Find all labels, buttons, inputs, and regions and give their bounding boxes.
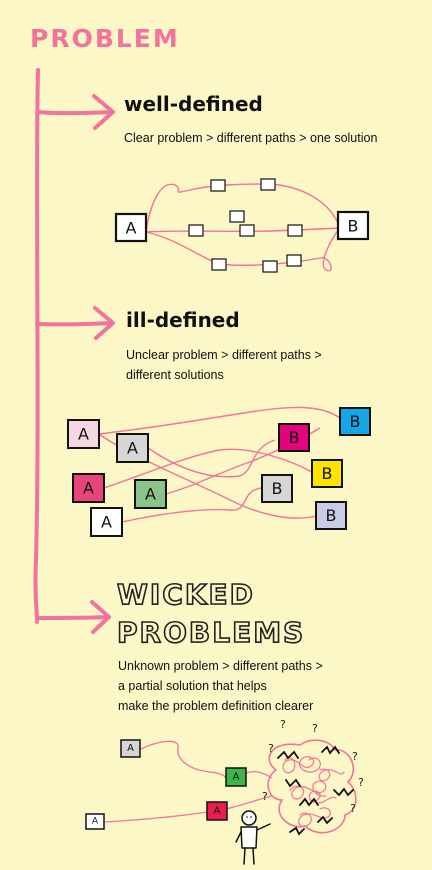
node-a-pink: A <box>72 473 105 503</box>
branch-arrows <box>33 68 115 634</box>
figure-leg <box>243 847 246 865</box>
question-mark: ? <box>352 750 358 763</box>
node-label: B <box>348 217 359 236</box>
question-marks: ? ? ? ? ? ? ? <box>262 718 364 815</box>
description-line: Unknown problem > different paths > <box>118 659 323 673</box>
wicked-node-a-gray: A <box>120 739 141 758</box>
node-label: B <box>322 464 333 483</box>
wicked-node-a-red: A <box>206 801 228 821</box>
section-title-well-defined: well-defined <box>124 92 263 116</box>
node-label: B <box>350 412 361 431</box>
node-label: A <box>92 817 99 827</box>
well-defined-diagram: A B <box>114 178 370 273</box>
stick-figure <box>235 810 271 865</box>
wicked-title-line: WICKED <box>116 577 255 612</box>
question-mark: ? <box>280 718 286 731</box>
node-label: A <box>127 743 134 754</box>
page-title: PROBLEM <box>30 24 180 53</box>
node-b-yellow: B <box>311 459 343 488</box>
node-a-white: A <box>90 507 123 537</box>
arrow-head-well-defined <box>92 94 115 130</box>
vertical-trunk <box>33 68 40 624</box>
waypoint <box>287 224 303 237</box>
question-mark: ? <box>262 790 268 803</box>
node-label: A <box>214 806 221 817</box>
node-b-lavender: B <box>315 501 347 530</box>
node-label: B <box>272 479 283 498</box>
tangled-problem-scribble <box>267 739 357 836</box>
node-a-light-pink: A <box>67 419 100 449</box>
waypoint <box>188 224 204 237</box>
wicked-node-a-green: A <box>225 767 247 787</box>
section-description-wicked-problems: Unknown problem > different paths > a pa… <box>118 656 323 716</box>
node-b-gray: B <box>261 474 293 503</box>
well-defined-paths <box>145 183 341 272</box>
question-mark: ? <box>268 742 274 755</box>
arrow-head-wicked <box>90 600 111 634</box>
question-mark: ? <box>312 722 318 735</box>
node-a-green: A <box>134 479 167 509</box>
node-label: A <box>145 485 156 504</box>
waypoint <box>286 254 302 267</box>
node-label: A <box>101 513 112 532</box>
description-line: make the problem definition clearer <box>118 699 314 713</box>
node-label: A <box>78 425 89 444</box>
wicked-title-line: PROBLEMS <box>116 615 306 650</box>
description-line: Unclear problem > different paths > <box>126 348 322 362</box>
arrow-shaft-ill-defined <box>35 321 114 327</box>
section-title-wicked-problems: WICKED PROBLEMS <box>116 576 306 652</box>
well-defined-waypoints <box>188 178 303 273</box>
wicked-node-a-white: A <box>85 813 105 830</box>
wicked-diagram: A A A A ? ? ? ? ? ? ? <box>85 718 364 865</box>
node-label: B <box>326 506 337 525</box>
waypoint <box>262 260 278 273</box>
section-title-ill-defined: ill-defined <box>126 308 240 332</box>
description-line: different solutions <box>126 368 224 382</box>
figure-arm <box>235 831 242 843</box>
node-b-solution: B <box>336 210 370 241</box>
figure-arm <box>256 823 271 831</box>
arrow-shaft-wicked <box>35 615 110 620</box>
node-label: A <box>83 479 94 498</box>
node-label: A <box>127 439 138 458</box>
node-b-cyan: B <box>339 407 371 436</box>
arrow-shaft-well-defined <box>36 110 114 116</box>
waypoint <box>211 258 227 271</box>
question-mark: ? <box>350 802 356 815</box>
description-line: a partial solution that helps <box>118 679 267 693</box>
figure-leg <box>252 847 255 865</box>
waypoint <box>229 210 245 223</box>
node-label: B <box>289 428 300 447</box>
node-label: A <box>126 219 137 238</box>
section-description-well-defined: Clear problem > different paths > one so… <box>124 131 378 145</box>
waypoint <box>239 224 255 237</box>
node-a-gray: A <box>116 433 149 463</box>
question-mark: ? <box>358 776 364 789</box>
figure-head <box>241 810 257 826</box>
waypoint <box>210 179 226 192</box>
node-b-magenta: B <box>278 423 310 452</box>
ill-defined-diagram: A A A A A B B B <box>67 406 371 537</box>
arrow-head-ill-defined <box>93 306 115 340</box>
node-label: A <box>233 772 240 783</box>
waypoint <box>260 178 276 191</box>
node-a-start: A <box>114 212 148 243</box>
section-description-ill-defined: Unclear problem > different paths > diff… <box>126 345 322 385</box>
figure-body <box>240 826 258 849</box>
